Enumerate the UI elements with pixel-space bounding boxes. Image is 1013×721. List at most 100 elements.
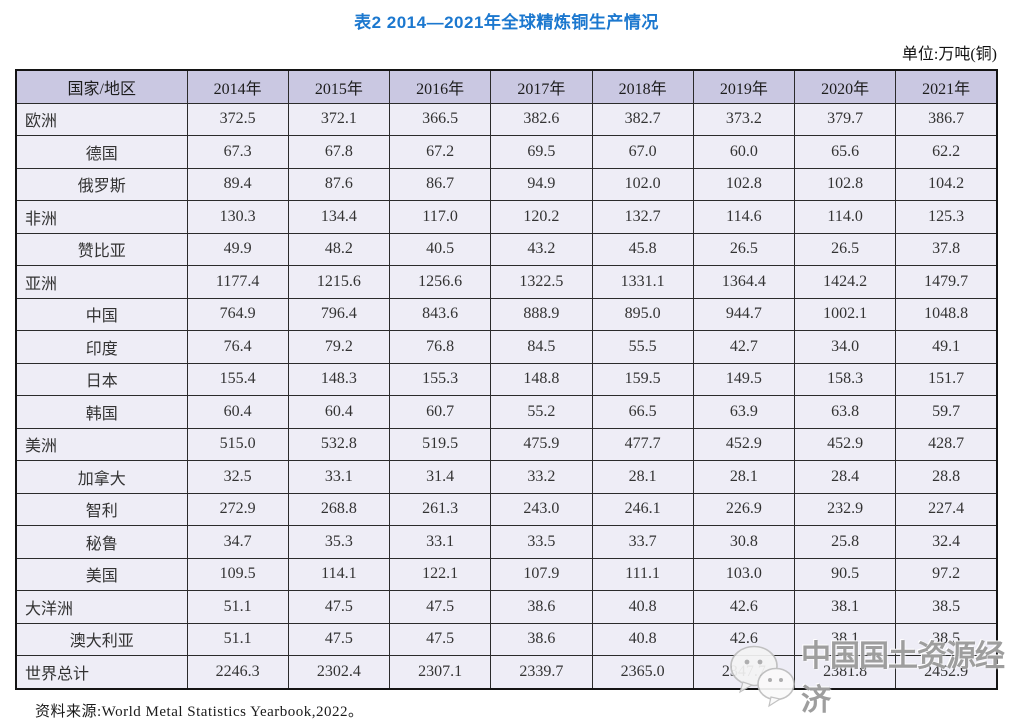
value-cell: 31.4 (388, 460, 492, 494)
table-row: 亚洲 1177.4 1215.6 1256.6 1322.5 1331.1 1364.4 14… (15, 265, 998, 299)
value-cell: 33.1 (388, 525, 492, 559)
value-cell: 372.5 (186, 102, 289, 136)
region-name-cell: 欧洲 (15, 102, 188, 136)
value-cell: 114.6 (692, 200, 796, 234)
column-header-year: 2014年 (186, 69, 289, 104)
table-row: 大洋洲 51.1 47.5 47.5 38.6 40.8 42.6 38.1 38.5 (15, 590, 998, 624)
value-cell: 40.5 (388, 232, 492, 266)
value-cell: 1002.1 (793, 297, 897, 331)
column-header-year: 2017年 (490, 69, 593, 104)
value-cell: 122.1 (388, 557, 492, 591)
column-header-year: 2019年 (692, 69, 796, 104)
value-cell: 67.8 (287, 135, 391, 169)
copper-production-table: 国家/地区 2014年 2015年 2016年 2017年 2018年 2019年 2020年… (15, 69, 998, 690)
value-cell: 132.7 (591, 200, 694, 234)
value-cell: 764.9 (186, 297, 289, 331)
value-cell: 76.4 (186, 330, 289, 364)
value-cell: 2365.0 (591, 655, 694, 689)
table-row: 赞比亚 49.9 48.2 40.5 43.2 45.8 26.5 26.5 37.8 (15, 232, 998, 266)
value-cell: 42.6 (692, 590, 796, 624)
value-cell: 243.0 (490, 492, 593, 526)
value-cell: 1364.4 (692, 265, 796, 299)
value-cell: 2381.8 (793, 655, 897, 689)
value-cell: 1177.4 (186, 265, 289, 299)
value-cell: 1424.2 (793, 265, 897, 299)
region-name-cell: 美洲 (15, 427, 188, 461)
value-cell: 2339.7 (490, 655, 593, 689)
value-cell: 28.1 (692, 460, 796, 494)
region-name-cell: 韩国 (15, 395, 188, 429)
value-cell: 38.1 (793, 590, 897, 624)
value-cell: 1256.6 (388, 265, 492, 299)
region-name-cell: 加拿大 (15, 460, 188, 494)
table-body: 欧洲 372.5 372.1 366.5 382.6 382.7 373.2 379.7 386… (15, 102, 998, 689)
value-cell: 102.0 (591, 167, 694, 201)
value-cell: 134.4 (287, 200, 391, 234)
value-cell: 1479.7 (895, 265, 998, 299)
column-header-year: 2021年 (895, 69, 998, 104)
value-cell: 149.5 (692, 362, 796, 396)
value-cell: 47.5 (388, 590, 492, 624)
region-name-cell: 非洲 (15, 200, 188, 234)
region-name-cell: 赞比亚 (15, 232, 188, 266)
region-name-cell: 俄罗斯 (15, 167, 188, 201)
value-cell: 38.5 (895, 590, 998, 624)
value-cell: 888.9 (490, 297, 593, 331)
value-cell: 42.7 (692, 330, 796, 364)
region-name-cell: 中国 (15, 297, 188, 331)
value-cell: 45.8 (591, 232, 694, 266)
value-cell: 2347.7 (692, 655, 796, 689)
value-cell: 69.5 (490, 135, 593, 169)
value-cell: 382.6 (490, 102, 593, 136)
value-cell: 475.9 (490, 427, 593, 461)
value-cell: 60.0 (692, 135, 796, 169)
value-cell: 379.7 (793, 102, 897, 136)
value-cell: 34.7 (186, 525, 289, 559)
value-cell: 86.7 (388, 167, 492, 201)
value-cell: 60.4 (186, 395, 289, 429)
value-cell: 366.5 (388, 102, 492, 136)
value-cell: 272.9 (186, 492, 289, 526)
value-cell: 130.3 (186, 200, 289, 234)
value-cell: 107.9 (490, 557, 593, 591)
value-cell: 452.9 (692, 427, 796, 461)
value-cell: 66.5 (591, 395, 694, 429)
value-cell: 155.3 (388, 362, 492, 396)
value-cell: 26.5 (793, 232, 897, 266)
value-cell: 125.3 (895, 200, 998, 234)
value-cell: 372.1 (287, 102, 391, 136)
value-cell: 48.2 (287, 232, 391, 266)
value-cell: 944.7 (692, 297, 796, 331)
region-name-cell: 智利 (15, 492, 188, 526)
value-cell: 109.5 (186, 557, 289, 591)
value-cell: 373.2 (692, 102, 796, 136)
value-cell: 47.5 (388, 622, 492, 656)
value-cell: 89.4 (186, 167, 289, 201)
region-name-cell: 印度 (15, 330, 188, 364)
value-cell: 114.1 (287, 557, 391, 591)
column-header-region: 国家/地区 (15, 69, 188, 104)
value-cell: 87.6 (287, 167, 391, 201)
value-cell: 38.5 (895, 622, 998, 656)
value-cell: 65.6 (793, 135, 897, 169)
value-cell: 38.1 (793, 622, 897, 656)
table-row: 世界总计 2246.3 2302.4 2307.1 2339.7 2365.0 2347.7… (15, 655, 998, 689)
table-row: 俄罗斯 89.4 87.6 86.7 94.9 102.0 102.8 102.8 104.2 (15, 167, 998, 201)
value-cell: 226.9 (692, 492, 796, 526)
value-cell: 452.9 (793, 427, 897, 461)
value-cell: 103.0 (692, 557, 796, 591)
value-cell: 76.8 (388, 330, 492, 364)
value-cell: 261.3 (388, 492, 492, 526)
table-row: 中国 764.9 796.4 843.6 888.9 895.0 944.7 1002.1 10… (15, 297, 998, 331)
value-cell: 97.2 (895, 557, 998, 591)
value-cell: 63.8 (793, 395, 897, 429)
table-row: 日本 155.4 148.3 155.3 148.8 159.5 149.5 158.3 151… (15, 362, 998, 396)
table-row: 印度 76.4 79.2 76.8 84.5 55.5 42.7 34.0 49.1 (15, 330, 998, 364)
value-cell: 32.4 (895, 525, 998, 559)
value-cell: 232.9 (793, 492, 897, 526)
value-cell: 33.1 (287, 460, 391, 494)
value-cell: 43.2 (490, 232, 593, 266)
value-cell: 382.7 (591, 102, 694, 136)
page-title: 表2 2014—2021年全球精炼铜生产情况 (354, 13, 659, 32)
value-cell: 428.7 (895, 427, 998, 461)
